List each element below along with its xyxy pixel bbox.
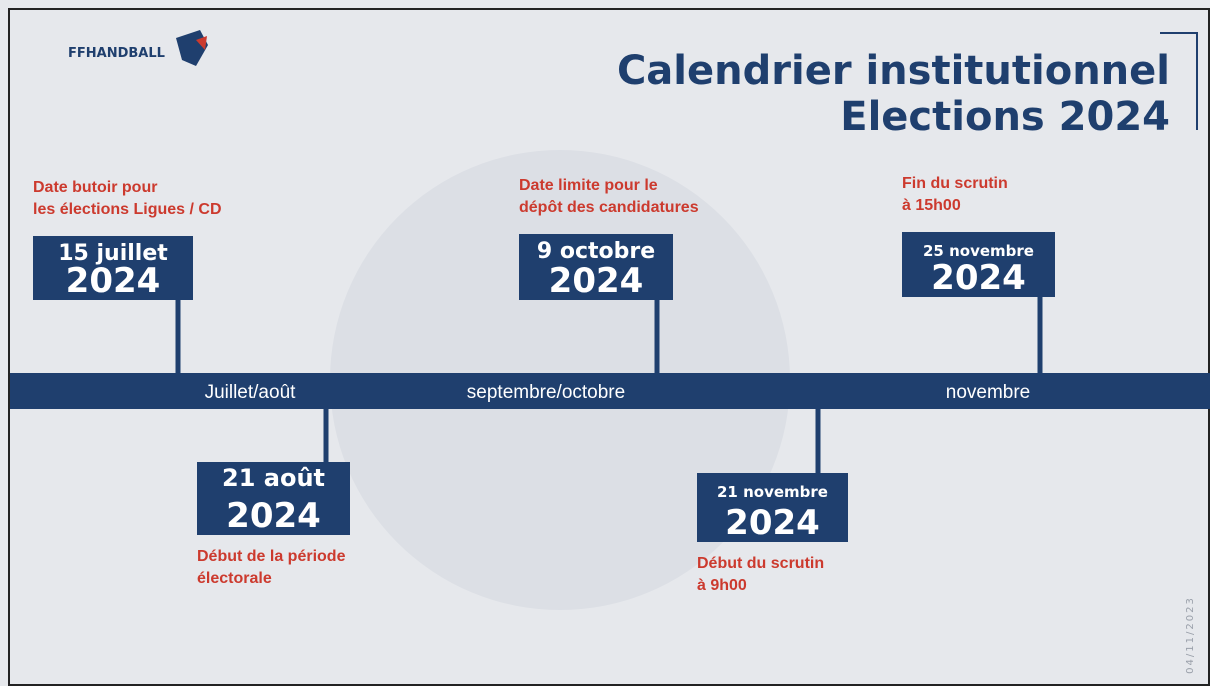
date-day: 21 août xyxy=(222,464,325,492)
stem xyxy=(1038,297,1043,373)
title-line: Elections 2024 xyxy=(840,94,1170,140)
stem xyxy=(176,300,181,373)
event-caption: Date limite pour le xyxy=(519,177,658,194)
stem xyxy=(655,300,660,373)
period-label: septembre/octobre xyxy=(467,382,625,403)
event-caption: Date butoir pour xyxy=(33,179,157,196)
event-caption: les élections Ligues / CD xyxy=(33,201,222,218)
event-caption: Fin du scrutin xyxy=(902,175,1008,192)
footer-date: 04/11/2023 xyxy=(1185,596,1196,674)
title-line: Calendrier institutionnel xyxy=(617,48,1170,94)
event-caption: à 15h00 xyxy=(902,197,961,214)
date-year: 2024 xyxy=(66,261,161,301)
date-year: 2024 xyxy=(226,496,321,536)
logo-text: FFHANDBALL xyxy=(68,46,165,61)
event-caption: électorale xyxy=(197,570,272,587)
date-year: 2024 xyxy=(725,503,820,543)
event-caption: dépôt des candidatures xyxy=(519,199,699,216)
event-caption: Début de la période xyxy=(197,548,346,565)
stem xyxy=(816,409,821,473)
date-year: 2024 xyxy=(549,261,644,301)
infographic: FFHANDBALL Calendrier institutionnel Ele… xyxy=(0,0,1210,686)
period-label: novembre xyxy=(946,382,1031,403)
date-year: 2024 xyxy=(931,258,1026,298)
event-caption: à 9h00 xyxy=(697,577,747,594)
date-day: 21 novembre xyxy=(717,483,828,501)
period-label: Juillet/août xyxy=(205,382,297,403)
stem xyxy=(324,409,329,462)
event-caption: Début du scrutin xyxy=(697,555,824,572)
